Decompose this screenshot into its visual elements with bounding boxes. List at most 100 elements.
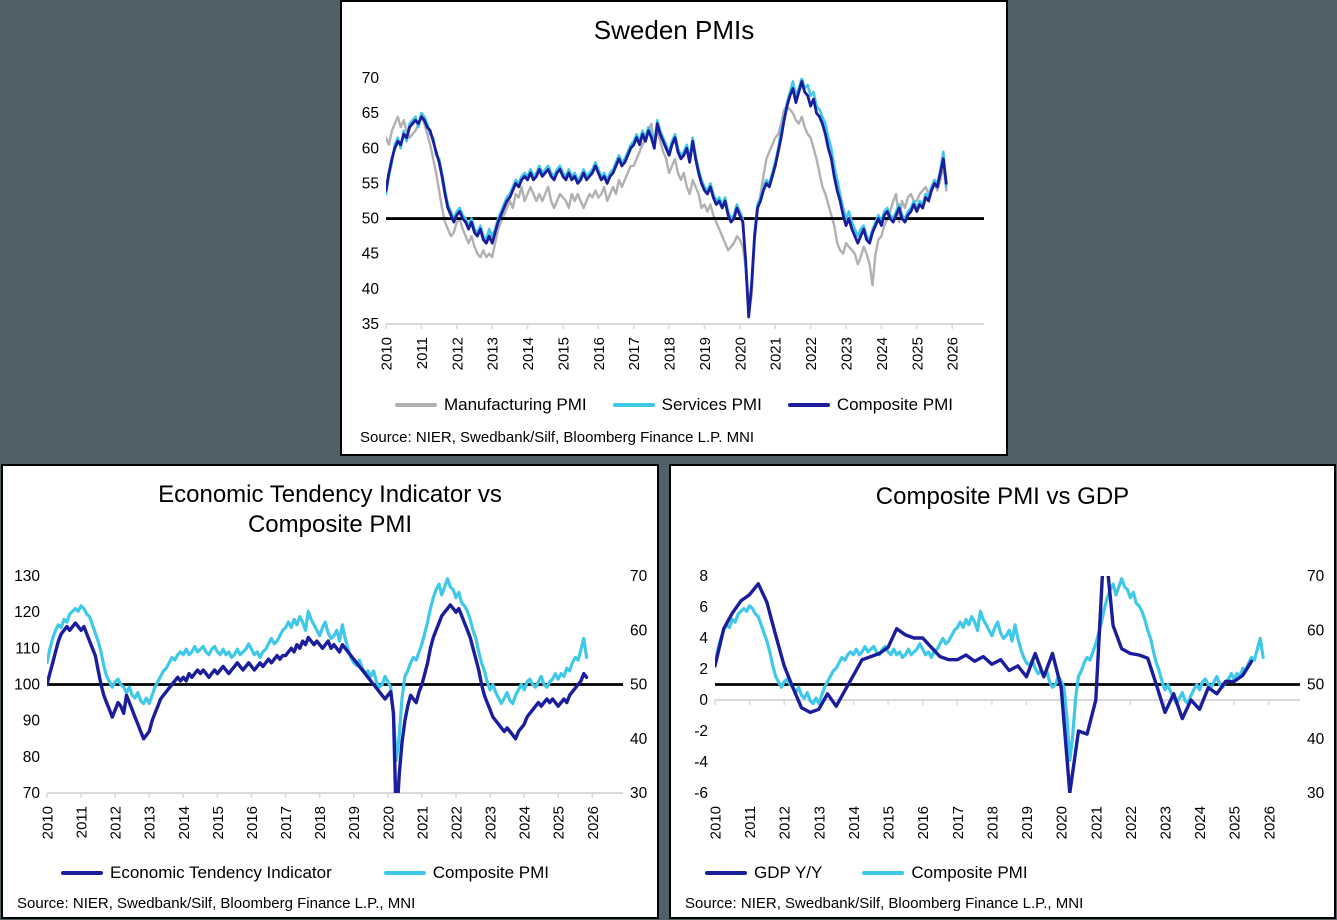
svg-text:2014: 2014 xyxy=(846,806,863,839)
svg-text:130: 130 xyxy=(14,568,40,585)
x-axis xyxy=(385,323,984,329)
svg-text:2018: 2018 xyxy=(984,806,1001,839)
svg-text:2023: 2023 xyxy=(1158,806,1175,839)
svg-text:2011: 2011 xyxy=(414,337,431,369)
svg-text:2016: 2016 xyxy=(591,337,608,370)
svg-text:50: 50 xyxy=(1307,677,1325,694)
svg-text:40: 40 xyxy=(630,731,648,748)
legend-item: Composite PMI xyxy=(862,863,1028,883)
legend-label: GDP Y/Y xyxy=(754,863,823,882)
svg-text:55: 55 xyxy=(362,175,379,192)
svg-text:2025: 2025 xyxy=(909,337,926,370)
chart-title: Composite PMI vs GDP xyxy=(875,483,1130,510)
x-axis-labels: 2010 2011 2012 2013 2014 2015 2016 2017 2018 2019… xyxy=(379,337,962,370)
svg-text:2022: 2022 xyxy=(803,337,820,370)
legend-label: Manufacturing PMI xyxy=(443,395,587,414)
svg-text:2022: 2022 xyxy=(1123,806,1140,839)
svg-text:2010: 2010 xyxy=(708,806,725,839)
legend-item: Manufacturing PMI xyxy=(394,395,587,415)
svg-text:2019: 2019 xyxy=(697,337,714,370)
svg-text:2013: 2013 xyxy=(485,337,502,370)
legend-label: Composite PMI xyxy=(911,863,1028,882)
y-axis-right-labels: 70 60 50 40 30 xyxy=(1307,568,1325,802)
svg-text:70: 70 xyxy=(23,785,41,802)
svg-text:50: 50 xyxy=(362,211,380,228)
svg-text:2018: 2018 xyxy=(312,806,329,839)
svg-text:90: 90 xyxy=(23,713,41,730)
chart-card-composite-pmi-vs-gdp: Composite PMI vs GDP 2010 2011 2012 2013 201… xyxy=(669,464,1336,919)
legend-label: Composite PMI xyxy=(836,395,954,414)
svg-text:60: 60 xyxy=(630,622,648,639)
svg-text:2010: 2010 xyxy=(40,806,57,839)
svg-text:2024: 2024 xyxy=(1192,806,1209,839)
svg-text:2023: 2023 xyxy=(839,337,856,370)
svg-text:2025: 2025 xyxy=(1227,806,1244,839)
series-line-services-pmi xyxy=(386,78,948,315)
svg-text:-6: -6 xyxy=(694,785,708,802)
svg-text:40: 40 xyxy=(362,281,380,298)
chart-card-eti-vs-composite-pmi: Economic Tendency Indicator vs Composite… xyxy=(1,464,659,919)
svg-text:70: 70 xyxy=(630,568,648,585)
legend: GDP Y/Y Composite PMI xyxy=(671,857,1334,889)
y-axis-left-labels: 8 6 4 2 0 -2 -4 -6 xyxy=(694,568,708,802)
svg-text:2026: 2026 xyxy=(585,806,602,839)
legend-label: Composite PMI xyxy=(432,863,549,882)
svg-text:2016: 2016 xyxy=(915,806,932,839)
svg-text:8: 8 xyxy=(699,568,708,585)
svg-text:2011: 2011 xyxy=(74,806,91,838)
x-axis xyxy=(714,699,1300,705)
y-axis-left-labels: 70 65 60 55 50 45 40 35 xyxy=(362,70,380,333)
legend-item: Composite PMI xyxy=(787,395,954,415)
chart-card-sweden-pmis: Sweden PMIs 2010 2011 2012 2013 2014 2015 2016… xyxy=(340,0,1008,456)
svg-text:110: 110 xyxy=(15,640,40,657)
svg-text:50: 50 xyxy=(630,677,648,694)
svg-text:0: 0 xyxy=(699,692,708,709)
svg-text:120: 120 xyxy=(14,604,40,621)
svg-text:2012: 2012 xyxy=(108,806,125,839)
svg-text:2020: 2020 xyxy=(380,806,397,839)
svg-text:60: 60 xyxy=(1307,622,1325,639)
svg-text:2017: 2017 xyxy=(278,806,295,839)
svg-text:30: 30 xyxy=(1307,785,1325,802)
legend-swatch xyxy=(394,403,437,407)
svg-text:2021: 2021 xyxy=(1088,806,1105,839)
source-note: Source: NIER, Swedbank/Silf, Bloomberg F… xyxy=(685,894,1084,912)
svg-text:2013: 2013 xyxy=(142,806,159,839)
pmi-vs-gdp-plot-area: 2010 2011 2012 2013 2014 2015 2016 2017 2018 2019… xyxy=(694,568,1325,839)
svg-text:2023: 2023 xyxy=(483,806,500,839)
svg-text:2: 2 xyxy=(699,661,708,678)
legend-item: GDP Y/Y xyxy=(705,863,822,883)
svg-text:45: 45 xyxy=(362,246,379,263)
svg-text:2018: 2018 xyxy=(662,337,679,370)
legend-swatch xyxy=(61,871,103,875)
legend-swatch xyxy=(705,871,747,875)
x-axis-labels: 2010 2011 2012 2013 2014 2015 2016 2017 2018 2019… xyxy=(40,806,602,839)
legend-swatch xyxy=(862,871,905,875)
svg-text:2021: 2021 xyxy=(414,806,431,839)
svg-text:2024: 2024 xyxy=(517,806,534,839)
svg-text:60: 60 xyxy=(362,140,380,157)
legend-label: Services PMI xyxy=(661,395,762,414)
chart-title: Economic Tendency Indicator vs Composite… xyxy=(158,481,502,538)
svg-text:-2: -2 xyxy=(694,723,708,740)
svg-text:2019: 2019 xyxy=(1019,806,1036,839)
svg-text:2026: 2026 xyxy=(945,337,962,370)
legend-swatch xyxy=(383,871,426,875)
legend-swatch xyxy=(612,403,655,407)
source-note: Source: NIER, Swedbank/Silf, Bloomberg F… xyxy=(17,894,416,912)
legend: Manufacturing PMI Services PMI Composite P… xyxy=(342,388,1006,422)
svg-text:2020: 2020 xyxy=(732,337,749,370)
svg-text:2012: 2012 xyxy=(777,806,794,839)
svg-text:70: 70 xyxy=(1307,568,1325,585)
svg-text:2020: 2020 xyxy=(1054,806,1071,839)
legend-swatch xyxy=(787,403,830,407)
svg-text:6: 6 xyxy=(699,599,708,616)
svg-text:30: 30 xyxy=(630,785,648,802)
x-axis-labels: 2010 2011 2012 2013 2014 2015 2016 2017 2018 2019… xyxy=(708,806,1279,839)
series-line-composite-pmi xyxy=(386,80,948,319)
y-axis-right-labels: 70 60 50 40 30 xyxy=(630,568,648,802)
series-line-composite-pmi xyxy=(715,577,1265,762)
svg-text:2012: 2012 xyxy=(449,337,466,370)
series-line-manufacturing-pmi xyxy=(386,104,948,315)
